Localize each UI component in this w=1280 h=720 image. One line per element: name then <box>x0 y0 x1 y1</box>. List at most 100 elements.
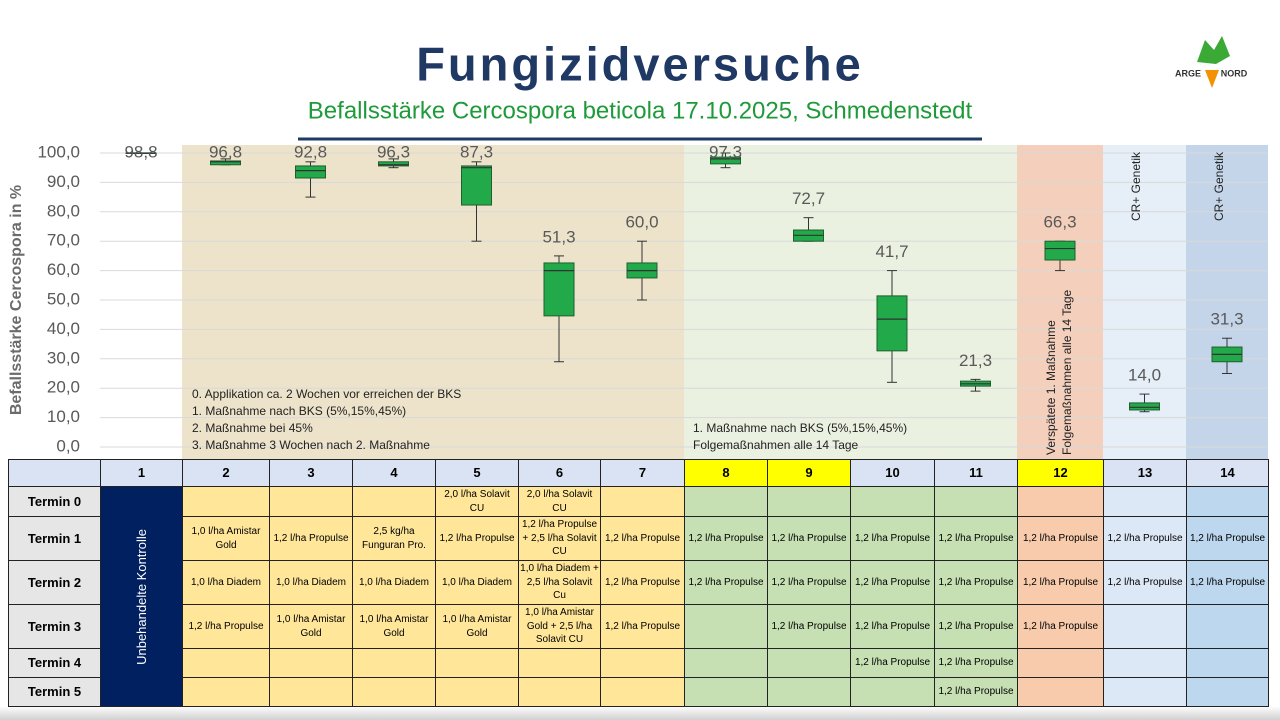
column-header: 3 <box>269 459 353 487</box>
treatment-cell <box>684 486 768 517</box>
bottom-shade <box>0 706 1280 720</box>
treatment-cell <box>182 648 270 678</box>
treatment-cell: 1,2 l/ha Propulse <box>1186 516 1269 561</box>
treatment-cell: 1,2 l/ha Propulse <box>850 516 935 561</box>
treatment-cell: 1,0 l/ha Amistar Gold <box>269 604 353 649</box>
treatment-cell <box>1186 486 1269 517</box>
treatment-cell: 1,0 l/ha Amistar Gold + 2,5 l/ha Solavit… <box>518 604 601 649</box>
row-label: Termin 1 <box>8 516 101 561</box>
treatment-cell: 1,2 l/ha Propulse <box>684 516 768 561</box>
mean-label: 98,8 <box>124 142 157 161</box>
annotation: 1. Maßnahme nach BKS (5%,15%,45%) <box>192 404 406 418</box>
treatment-cell <box>1103 486 1187 517</box>
treatment-cell: 1,2 l/ha Propulse + 2,5 l/ha Solavit CU <box>518 516 601 561</box>
table-row: Termin 5 1,2 l/ha Propulse <box>8 677 1269 707</box>
treatment-cell <box>269 648 353 678</box>
column-header: 4 <box>352 459 436 487</box>
treatment-cell <box>850 486 935 517</box>
treatment-cell: 1,2 l/ha Propulse <box>850 648 935 678</box>
logo-text: NORD <box>1221 68 1248 78</box>
treatment-cell: 1,0 l/ha Diadem <box>182 560 270 605</box>
treatment-cell: 1,0 l/ha Diadem <box>352 560 436 605</box>
annotation: 3. Maßnahme 3 Wochen nach 2. Maßnahme <box>192 438 430 452</box>
row-label: Termin 0 <box>8 486 101 517</box>
treatment-cell: 1,2 l/ha Propulse <box>767 516 851 561</box>
treatment-cell <box>1103 648 1187 678</box>
treatment-cell <box>435 648 519 678</box>
y-tick-label: 50,0 <box>47 289 80 308</box>
treatment-cell <box>182 677 270 707</box>
treatment-cell <box>767 648 851 678</box>
box <box>210 160 241 166</box>
plot-bands <box>182 145 1268 459</box>
annotation: Folgemaßnahmen alle 14 Tage <box>693 438 859 452</box>
y-tick-label: 0,0 <box>56 436 80 455</box>
row-label: Termin 2 <box>8 560 101 605</box>
treatment-cell: 1,0 l/ha Diadem <box>269 560 353 605</box>
treatment-cell: 1,2 l/ha Propulse <box>934 648 1018 678</box>
treatment-cell: 2,5 kg/ha Funguran Pro. <box>352 516 436 561</box>
column-header: 7 <box>600 459 685 487</box>
column-header: 2 <box>182 459 270 487</box>
treatment-cell: 1,2 l/ha Propulse <box>600 560 685 605</box>
mean-label: 96,3 <box>377 142 410 161</box>
treatment-cell <box>518 677 601 707</box>
control-cell: Unbehandelte Kontrolle <box>100 486 183 707</box>
treatment-cell: 1,2 l/ha Propulse <box>269 516 353 561</box>
treatment-cell: 1,2 l/ha Propulse <box>934 604 1018 649</box>
box <box>295 165 326 179</box>
treatment-cell <box>684 677 768 707</box>
mean-label: 92,8 <box>294 142 327 161</box>
mean-label: 72,7 <box>792 189 825 208</box>
column-header: 13 <box>1103 459 1187 487</box>
header-row: 1 2 3 4 5 6 7 8 9 10 11 12 13 14 <box>8 459 1269 487</box>
vertical-annotation: Verspätete 1. Maßnahme <box>1044 320 1058 455</box>
y-tick-label: 30,0 <box>47 348 80 367</box>
treatment-cell: 1,2 l/ha Propulse <box>600 516 685 561</box>
treatment-cell <box>1186 604 1269 649</box>
treatment-cell <box>352 677 436 707</box>
treatment-cell <box>1103 604 1187 649</box>
treatment-cell: 1,0 l/ha Diadem <box>435 560 519 605</box>
y-axis-label: Befallsstärke Cercospora in % <box>8 185 25 415</box>
logo-text: ARGE <box>1175 68 1201 78</box>
treatment-cell: 1,2 l/ha Propulse <box>850 560 935 605</box>
treatment-cell: 1,2 l/ha Propulse <box>182 604 270 649</box>
mean-label: 60,0 <box>625 213 658 232</box>
vertical-annotation: CR+ Genetik <box>1212 151 1226 221</box>
treatment-cell: 1,2 l/ha Propulse <box>1103 516 1187 561</box>
column-header: 11 <box>934 459 1018 487</box>
treatment-cell: 2,0 l/ha Solavit CU <box>435 486 519 517</box>
treatment-cell <box>1017 486 1104 517</box>
treatment-cell <box>352 486 436 517</box>
control-label: Unbehandelte Kontrolle <box>133 528 149 665</box>
treatment-cell <box>934 486 1018 517</box>
annotation: 1. Maßnahme nach BKS (5%,15%,45%) <box>693 421 907 435</box>
y-tick-label: 10,0 <box>47 407 80 426</box>
treatment-cell: 1,2 l/ha Propulse <box>934 516 1018 561</box>
mean-label: 87,3 <box>460 142 493 161</box>
treatment-cell: 1,2 l/ha Propulse <box>684 560 768 605</box>
y-tick-label: 90,0 <box>47 172 80 191</box>
treatment-cell: 1,2 l/ha Propulse <box>1017 516 1104 561</box>
treatment-cell: 1,2 l/ha Propulse <box>934 677 1018 707</box>
y-tick-label: 60,0 <box>47 260 80 279</box>
row-label: Termin 4 <box>8 648 101 678</box>
chart: Fungizidversuche Befallsstärke Cercospor… <box>8 36 1268 459</box>
treatment-cell: 1,0 l/ha Amistar Gold <box>182 516 270 561</box>
annotation: 2. Maßnahme bei 45% <box>192 421 313 435</box>
treatment-cell: 1,2 l/ha Propulse <box>435 516 519 561</box>
treatment-cell <box>1017 648 1104 678</box>
mean-label: 21,3 <box>959 351 992 370</box>
treatment-cell <box>435 677 519 707</box>
table-row: Termin 2 1,0 l/ha Diadem 1,0 l/ha Diadem 1,… <box>8 560 1269 605</box>
mean-label: 97,3 <box>709 142 742 161</box>
column-header: 8 <box>684 459 768 487</box>
treatment-cell: 1,2 l/ha Propulse <box>600 604 685 649</box>
treatment-cell: 1,2 l/ha Propulse <box>934 560 1018 605</box>
logo: ARGE NORD <box>1175 36 1248 88</box>
treatment-cell: 1,2 l/ha Propulse <box>1017 604 1104 649</box>
box <box>1129 402 1160 411</box>
treatment-cell <box>850 677 935 707</box>
